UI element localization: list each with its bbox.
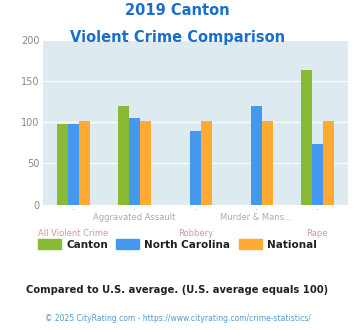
Legend: Canton, North Carolina, National: Canton, North Carolina, National [34, 235, 321, 254]
Text: Aggravated Assault: Aggravated Assault [93, 213, 175, 222]
Text: Compared to U.S. average. (U.S. average equals 100): Compared to U.S. average. (U.S. average … [26, 285, 329, 295]
Bar [190, 131, 201, 205]
Bar [312, 145, 323, 205]
Text: Murder & Mans...: Murder & Mans... [220, 213, 292, 222]
Bar [129, 118, 140, 205]
Bar [140, 121, 151, 205]
Bar [301, 70, 312, 205]
Text: Rape: Rape [307, 229, 328, 238]
Bar [201, 121, 212, 205]
Bar [68, 124, 78, 205]
Bar [251, 106, 262, 205]
Bar [323, 121, 334, 205]
Bar [57, 124, 68, 205]
Bar [78, 121, 89, 205]
Text: Robbery: Robbery [178, 229, 213, 238]
Text: Violent Crime Comparison: Violent Crime Comparison [70, 30, 285, 45]
Bar [262, 121, 273, 205]
Text: 2019 Canton: 2019 Canton [125, 3, 230, 18]
Text: © 2025 CityRating.com - https://www.cityrating.com/crime-statistics/: © 2025 CityRating.com - https://www.city… [45, 314, 310, 323]
Text: All Violent Crime: All Violent Crime [38, 229, 108, 238]
Bar [118, 106, 129, 205]
